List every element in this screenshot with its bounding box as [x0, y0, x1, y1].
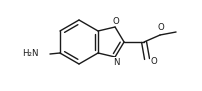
- Text: N: N: [113, 58, 119, 67]
- Text: O: O: [113, 16, 119, 25]
- Text: O: O: [158, 23, 164, 32]
- Text: O: O: [151, 57, 157, 66]
- Text: H₂N: H₂N: [22, 50, 39, 59]
